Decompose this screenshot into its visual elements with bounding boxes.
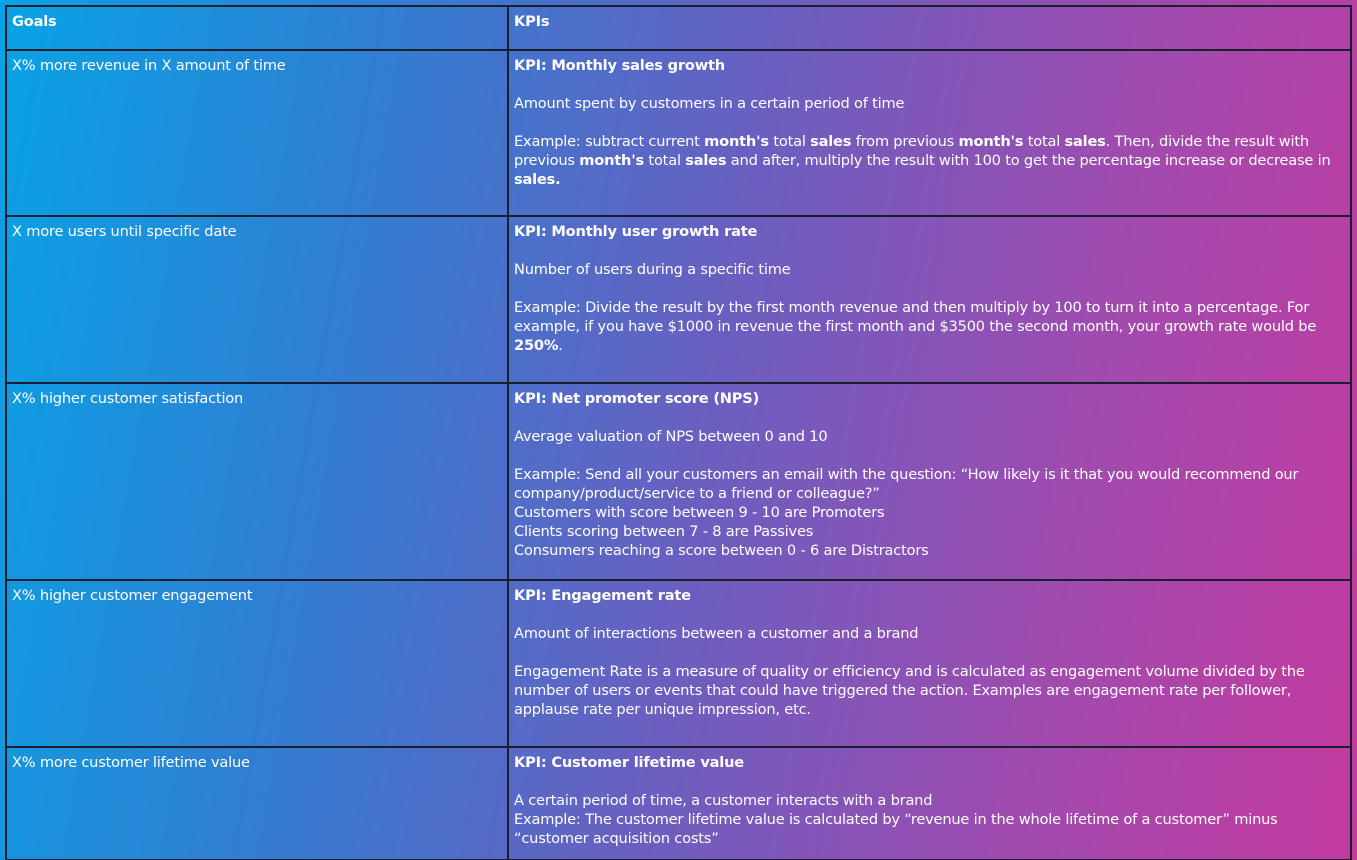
table-row: X more users until specific date KPI: Mo… bbox=[5, 215, 1352, 384]
kpi-example: Example: Send all your customers an emai… bbox=[514, 466, 1299, 559]
kpi-description: A certain period of time, a customer int… bbox=[514, 792, 933, 809]
table-row: X% more revenue in X amount of time KPI:… bbox=[5, 49, 1352, 217]
header-kpis: KPIs bbox=[507, 5, 1352, 51]
goals-kpis-table: Goals KPIs X% more revenue in X amount o… bbox=[5, 5, 1352, 860]
kpi-cell: KPI: Monthly user growth rate Number of … bbox=[507, 215, 1352, 384]
table-header-row: Goals KPIs bbox=[5, 5, 1352, 51]
kpi-example: Example: subtract current month's total … bbox=[514, 133, 1331, 188]
kpi-example: Engagement Rate is a measure of quality … bbox=[514, 663, 1305, 718]
kpi-title: KPI: Engagement rate bbox=[514, 587, 691, 604]
goal-cell: X% higher customer engagement bbox=[5, 579, 509, 748]
goal-cell: X% more customer lifetime value bbox=[5, 746, 509, 860]
table-row: X% higher customer engagement KPI: Engag… bbox=[5, 579, 1352, 748]
kpi-title: KPI: Net promoter score (NPS) bbox=[514, 390, 760, 407]
kpi-description: Amount spent by customers in a certain p… bbox=[514, 95, 905, 112]
goal-cell: X% higher customer satisfaction bbox=[5, 382, 509, 581]
kpi-description: Number of users during a specific time bbox=[514, 261, 791, 278]
table-row: X% higher customer satisfaction KPI: Net… bbox=[5, 382, 1352, 581]
kpi-title: KPI: Monthly sales growth bbox=[514, 57, 725, 74]
kpi-example: Example: Divide the result by the first … bbox=[514, 299, 1317, 354]
table-row: X% more customer lifetime value KPI: Cus… bbox=[5, 746, 1352, 860]
kpi-cell: KPI: Customer lifetime value A certain p… bbox=[507, 746, 1352, 860]
kpi-cell: KPI: Engagement rate Amount of interacti… bbox=[507, 579, 1352, 748]
kpi-title: KPI: Customer lifetime value bbox=[514, 754, 744, 771]
kpi-cell: KPI: Monthly sales growth Amount spent b… bbox=[507, 49, 1352, 217]
kpi-title: KPI: Monthly user growth rate bbox=[514, 223, 758, 240]
goal-cell: X more users until specific date bbox=[5, 215, 509, 384]
kpi-description: Average valuation of NPS between 0 and 1… bbox=[514, 428, 828, 445]
kpi-cell: KPI: Net promoter score (NPS) Average va… bbox=[507, 382, 1352, 581]
kpi-example: Example: The customer lifetime value is … bbox=[514, 811, 1278, 847]
kpi-description: Amount of interactions between a custome… bbox=[514, 625, 919, 642]
goal-cell: X% more revenue in X amount of time bbox=[5, 49, 509, 217]
header-goals: Goals bbox=[5, 5, 509, 51]
